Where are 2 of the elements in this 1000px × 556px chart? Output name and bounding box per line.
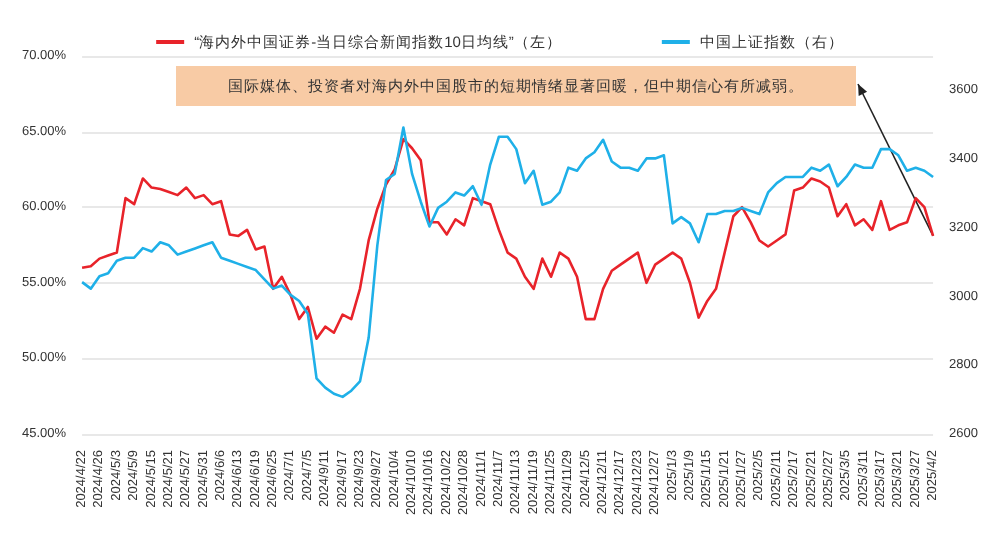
- line-series: [80, 126, 935, 399]
- line-series: [80, 137, 935, 341]
